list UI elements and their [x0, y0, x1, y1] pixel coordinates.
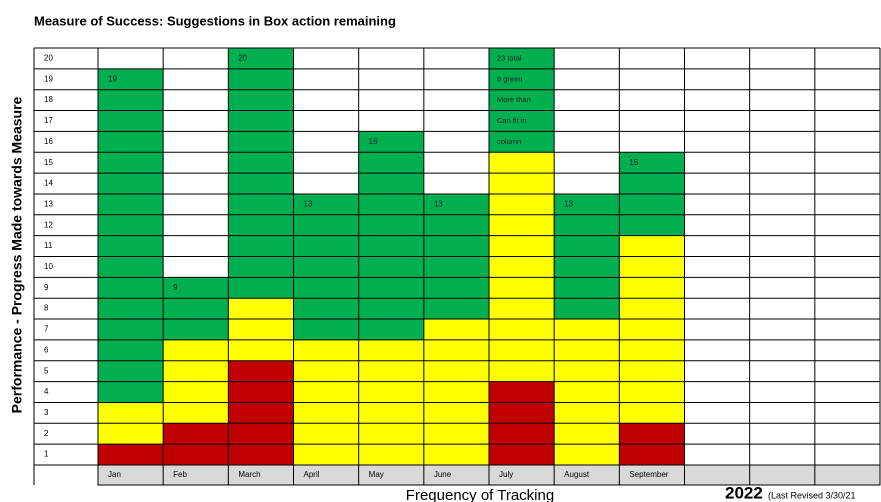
y-tick-label: 2: [44, 429, 49, 438]
bar-label: 13: [434, 199, 443, 208]
revision-note: (Last Revised 3/30/21: [768, 490, 856, 500]
annotation: column: [497, 137, 521, 146]
bar-label: 9: [173, 283, 178, 292]
bar-label: 15: [629, 158, 638, 167]
chart-title: Measure of Success: Suggestions in Box a…: [34, 13, 396, 28]
y-tick-label: 11: [44, 241, 53, 250]
y-tick-label: 15: [44, 158, 53, 167]
bar-segment: [293, 193, 359, 340]
bar-label: 13: [564, 199, 573, 208]
y-tick-label: 3: [44, 408, 49, 417]
bar-segment: [98, 444, 164, 465]
x-tick-label: September: [629, 470, 668, 479]
annotation: More than: [497, 95, 531, 104]
y-tick-label: 14: [44, 179, 53, 188]
y-tick-label: 4: [44, 387, 49, 396]
y-tick-label: 17: [44, 116, 53, 125]
x-tick-label: May: [369, 470, 384, 479]
bar-segment: [489, 152, 555, 382]
annotation: 8 green: [497, 74, 522, 83]
bar-segment: [228, 298, 294, 361]
x-axis-label: Frequency of Tracking: [406, 487, 554, 502]
y-tick-label: 6: [44, 345, 49, 354]
year: 2022: [725, 483, 763, 502]
y-tick-label: 7: [44, 325, 49, 334]
y-tick-label: 5: [44, 366, 49, 375]
y-tick-label: 18: [44, 95, 53, 104]
x-tick-label: July: [499, 470, 513, 479]
y-tick-label: 10: [44, 262, 53, 271]
bar-label: 19: [108, 74, 117, 83]
y-tick-label: 13: [44, 199, 53, 208]
bar-segment: [423, 319, 489, 465]
x-tick-label: Jan: [108, 470, 121, 479]
y-tick-label: 19: [44, 74, 53, 83]
bar-label: 13: [304, 199, 313, 208]
y-tick-label: 12: [44, 220, 53, 229]
x-tick-label: June: [434, 470, 452, 479]
bar-segment: [228, 360, 294, 465]
y-tick-label: 9: [44, 283, 49, 292]
x-tick-label: March: [238, 470, 260, 479]
y-axis-label: Performance - Progress Made towards Meas…: [9, 96, 25, 413]
bar-segment: [163, 277, 229, 340]
bar-segment: [619, 235, 685, 424]
bar-segment: [489, 48, 555, 153]
y-tick-label: 16: [44, 137, 53, 146]
bar-label: 16: [369, 137, 378, 146]
y-tick-label: 8: [44, 304, 49, 313]
y-tick-label: 20: [44, 54, 53, 63]
annotation: Can fit in: [497, 116, 527, 125]
y-tick-label: 1: [44, 450, 49, 459]
annotation: 23 total: [497, 53, 522, 62]
bar-segment: [554, 319, 620, 465]
x-tick-label: August: [564, 470, 590, 479]
bar-label: 20: [238, 54, 247, 63]
x-tick-label: April: [304, 470, 320, 479]
x-tick-label: Feb: [173, 470, 187, 479]
